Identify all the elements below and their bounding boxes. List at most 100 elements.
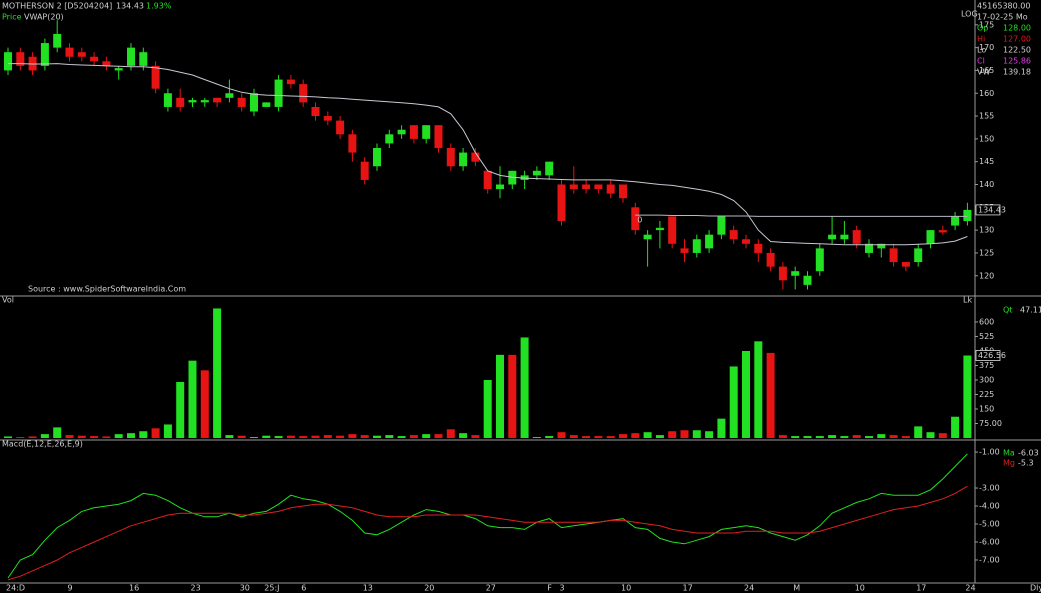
volume-bar [889, 435, 898, 438]
volume-bar [692, 430, 701, 438]
candle-body [237, 97, 246, 107]
x-tick-label: 24 [965, 584, 975, 593]
volume-bar [606, 436, 615, 438]
volume-bar [569, 435, 578, 438]
x-tick-label: 25:J [264, 584, 279, 593]
volume-bar [668, 431, 677, 438]
candle-body [262, 102, 271, 107]
y-tick-label: 140 [979, 180, 994, 189]
volume-bar [631, 433, 640, 438]
volume-bar [28, 436, 37, 438]
volume-bar [951, 416, 960, 438]
y-tick-label: -4.00 [979, 502, 1000, 511]
candle-body [496, 184, 504, 190]
change: 1.93% [146, 2, 172, 11]
candle-body [250, 93, 258, 112]
readout-value: 47.11 [1020, 306, 1041, 315]
candle-body [803, 275, 812, 285]
volume-bar [373, 435, 381, 438]
volume-bar [828, 435, 837, 438]
volume-bar [53, 427, 62, 438]
volume-bar [680, 430, 689, 438]
readout-value: -6.03 [1018, 449, 1039, 458]
macd-line [7, 453, 968, 579]
y-tick-label: 165 [979, 66, 994, 75]
candle-body [545, 161, 554, 176]
x-tick-label: 24 [744, 584, 754, 593]
candle-body [53, 33, 62, 48]
candle-body [286, 79, 295, 85]
candle-body [963, 209, 972, 221]
info-volume: 45165380.00 [977, 2, 1030, 11]
candle-body [446, 148, 455, 167]
candle-body [655, 227, 664, 231]
candle-body [631, 207, 640, 231]
candle-body [65, 47, 74, 57]
volume-bar [90, 436, 99, 438]
volume-bar [336, 435, 345, 438]
candle-body [176, 97, 185, 107]
candle-body [901, 262, 910, 267]
x-tick-label: 16 [129, 584, 139, 593]
x-tick-label: 6 [301, 584, 306, 593]
y-tick-label: -6.00 [979, 537, 1000, 546]
candle-body [914, 248, 923, 263]
volume-bar [483, 379, 492, 438]
x-tick-label: 24:D [6, 584, 25, 593]
volume-bar [348, 434, 357, 438]
volume-bar [766, 352, 775, 438]
y-tick-label: 150 [979, 134, 994, 143]
candle-body [483, 170, 492, 190]
volume-bar [299, 436, 308, 438]
x-tick-label: 10 [621, 584, 631, 593]
candle-body [139, 52, 148, 66]
volume-bar [643, 432, 652, 438]
volume-bar [176, 381, 185, 438]
volume-bar [360, 435, 369, 438]
y-tick-label: -7.00 [979, 555, 1000, 564]
volume-bar [102, 436, 111, 438]
y-tick-label: 155 [979, 112, 994, 121]
vwap-line [635, 214, 968, 217]
source: Source : www.SpiderSoftwareIndia.Com [28, 285, 186, 294]
x-tick-label: F [547, 584, 552, 593]
y-tick-label: 600 [979, 317, 994, 326]
y-tick-label: 150 [979, 404, 994, 413]
volume-bar [4, 436, 12, 438]
volume-bar [139, 431, 148, 438]
y-tick-label: 375 [979, 361, 994, 370]
candle-body [102, 61, 111, 66]
candle-body [77, 52, 86, 57]
legend-entry: Price [2, 13, 22, 22]
volume-bar [446, 429, 455, 438]
volume-bar [717, 418, 726, 438]
value-box-label: 134.43 [978, 205, 1006, 214]
candle-body [619, 184, 627, 199]
volume-bar [225, 435, 234, 438]
last-price: 134.43 [116, 2, 144, 11]
y-tick-label: 170 [979, 43, 994, 52]
volume-bar [901, 436, 910, 438]
y-tick-label: 75.00 [979, 419, 1002, 428]
volume-bar [865, 436, 873, 438]
info-label: Lo [977, 46, 986, 55]
y-tick-label: 130 [979, 226, 994, 235]
volume-bar [65, 435, 74, 438]
candle-body [754, 243, 763, 253]
candle-body [717, 216, 726, 235]
candle-body [692, 239, 701, 253]
scale-label: LOG [961, 10, 978, 19]
candle-body [643, 234, 652, 240]
volume-bar [188, 360, 197, 438]
volume-bar [655, 435, 664, 438]
candle-body [865, 243, 873, 253]
candle-body [299, 84, 308, 103]
x-tick-label: 17 [683, 584, 693, 593]
y-tick-label: 125 [979, 248, 994, 257]
candle-body [188, 100, 197, 103]
info-value: 139.18 [1003, 68, 1031, 77]
candle-body [729, 230, 738, 240]
legend-entry: Mg [1003, 459, 1015, 468]
